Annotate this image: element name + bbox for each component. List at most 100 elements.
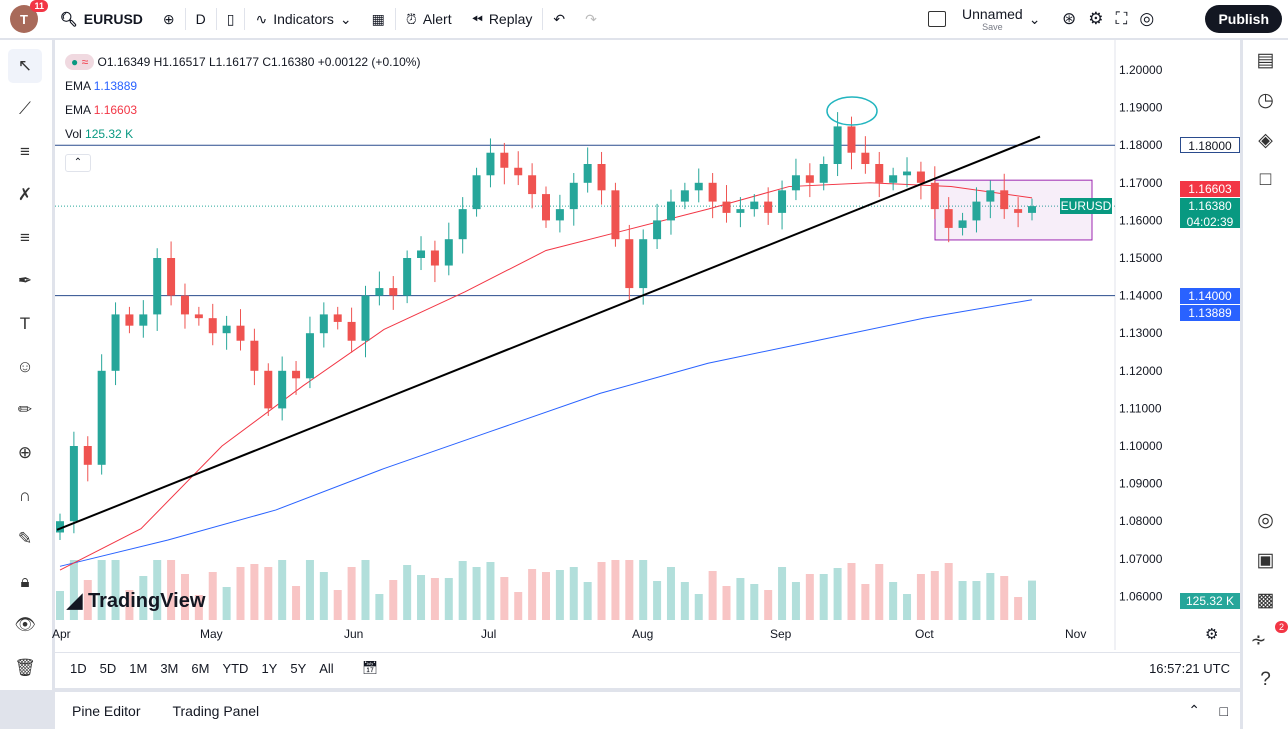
- calendar-icon[interactable]: ▣: [1256, 549, 1275, 571]
- cursor-tool[interactable]: ↖: [8, 49, 42, 83]
- volume-bar: [236, 567, 245, 620]
- ema-fast-value: 1.16603: [93, 103, 138, 117]
- maximize-icon[interactable]: □: [1219, 702, 1228, 719]
- camera-icon[interactable]: ◎: [1139, 9, 1155, 28]
- ruler-icon: ✏: [17, 400, 33, 419]
- time-tick: Oct: [915, 627, 934, 641]
- interval-button[interactable]: D: [195, 11, 206, 27]
- chat-icon[interactable]: □: [1259, 169, 1272, 190]
- trading-panel-tab[interactable]: Trading Panel: [172, 702, 260, 719]
- layout-button[interactable]: Unnamed Save ⌄: [918, 0, 1050, 38]
- chevron-up-icon[interactable]: ⌃: [1188, 702, 1200, 718]
- signal-icon[interactable]: ∻ 2: [1243, 620, 1288, 660]
- candle-body: [930, 182, 939, 210]
- time-tick: Sep: [770, 627, 792, 641]
- volume-bar: [167, 560, 176, 620]
- collapse-legend-button[interactable]: ⌃: [65, 154, 91, 172]
- volume-bar: [430, 578, 439, 620]
- fib-tool[interactable]: ≡: [8, 135, 42, 169]
- search-icon: 🔍︎: [60, 10, 78, 27]
- magnet-icon: ∩: [18, 486, 32, 505]
- alert-button[interactable]: ⏰︎ Alert: [405, 10, 452, 28]
- cursor-icon: ↖: [17, 56, 33, 75]
- volume-bar: [319, 572, 328, 620]
- settings-icon[interactable]: ⚙︎: [1088, 9, 1104, 28]
- help-icon[interactable]: ?: [1260, 669, 1271, 690]
- target-icon[interactable]: ◎: [1257, 509, 1274, 531]
- plus-circle-icon: ⊕: [162, 10, 175, 27]
- volume-bar: [819, 574, 828, 620]
- range-5y[interactable]: 5Y: [290, 660, 307, 676]
- forecast-icon: ≡: [20, 228, 30, 247]
- apps-grid-icon[interactable]: ▩: [1256, 589, 1275, 611]
- range-ytd[interactable]: YTD: [222, 660, 249, 676]
- delete-tool[interactable]: 🗑︎: [8, 651, 42, 685]
- chart-type-button[interactable]: ▯: [217, 0, 245, 38]
- candle-body: [361, 295, 370, 341]
- pine-editor-tab[interactable]: Pine Editor: [72, 702, 141, 719]
- range-3m[interactable]: 3M: [160, 660, 179, 676]
- volume-bar: [486, 562, 495, 620]
- fullscreen-icon[interactable]: ⛶: [1115, 9, 1128, 28]
- candle-body: [389, 288, 398, 296]
- pattern-tool[interactable]: ✗: [8, 178, 42, 212]
- measure-tool[interactable]: ✏: [8, 393, 42, 427]
- price-tick: 1.14000: [1119, 289, 1163, 303]
- volume-label: 125.32 K: [1180, 593, 1240, 609]
- forecast-tool[interactable]: ≡: [8, 221, 42, 255]
- volume-bar: [653, 581, 662, 620]
- range-1d[interactable]: 1D: [70, 660, 87, 676]
- zoom-tool[interactable]: ⊕: [8, 436, 42, 470]
- lock-drawing-tool[interactable]: ✎: [8, 522, 42, 556]
- chart-area[interactable]: 1.20000 1.19000 1.18000 1.17000 1.16000 1.150…: [52, 40, 1240, 688]
- range-6m[interactable]: 6M: [191, 660, 210, 676]
- candle-body: [736, 209, 745, 213]
- date-range-calendar-icon[interactable]: 📅︎: [361, 660, 379, 675]
- price-chart[interactable]: 1.20000 1.19000 1.18000 1.17000 1.16000 1.150…: [55, 40, 1240, 650]
- clock[interactable]: 16:57:21 UTC: [1149, 660, 1230, 676]
- range-1y[interactable]: 1Y: [261, 660, 278, 676]
- price-tick: 1.16000: [1119, 213, 1163, 227]
- candle-body: [69, 446, 78, 522]
- indicators-button[interactable]: ∿ Indicators ⌄: [255, 10, 352, 28]
- trendline-tool[interactable]: ⟋: [8, 92, 42, 126]
- layers-icon[interactable]: ◈: [1258, 129, 1273, 151]
- text-tool[interactable]: T: [8, 307, 42, 341]
- visibility-tool[interactable]: 👁︎: [8, 608, 42, 642]
- candle-body: [833, 126, 842, 164]
- redo-button[interactable]: ↷: [575, 0, 607, 38]
- time-tick: May: [200, 627, 223, 641]
- watchlist-icon[interactable]: ▤: [1256, 49, 1275, 71]
- brush-tool[interactable]: ✒: [8, 264, 42, 298]
- volume-bar: [417, 575, 426, 620]
- candle-body: [1014, 209, 1023, 213]
- chevron-down-icon: ⌄: [1028, 10, 1041, 27]
- range-1m[interactable]: 1M: [129, 660, 148, 676]
- candle-body: [528, 175, 537, 195]
- volume-bar: [694, 594, 703, 620]
- axis-settings-icon[interactable]: ⚙︎: [1205, 626, 1219, 643]
- templates-button[interactable]: ▦: [362, 0, 395, 38]
- volume-bar: [1014, 597, 1023, 620]
- alerts-clock-icon[interactable]: ◷: [1257, 89, 1274, 111]
- volume-bar: [333, 590, 342, 620]
- candle-body: [819, 164, 828, 183]
- ema-slow-line: [59, 299, 1033, 567]
- avatar[interactable]: T 11: [10, 0, 48, 33]
- range-5d[interactable]: 5D: [99, 660, 117, 676]
- range-all[interactable]: All: [319, 660, 334, 676]
- undo-button[interactable]: ↶: [543, 0, 575, 38]
- replay-button[interactable]: ⏪︎ Replay: [471, 10, 533, 28]
- magnet-tool[interactable]: ∩: [8, 479, 42, 513]
- publish-button[interactable]: Publish: [1205, 5, 1282, 33]
- candle-body: [333, 314, 342, 322]
- symbol-search[interactable]: 🔍︎ EURUSD: [60, 10, 143, 28]
- candle-body: [750, 201, 759, 210]
- compare-button[interactable]: ⊕: [153, 0, 185, 38]
- quick-search-icon[interactable]: ⊛: [1062, 9, 1077, 28]
- candle-body: [500, 152, 509, 168]
- candle-body: [430, 250, 439, 266]
- icon-tool[interactable]: ☺: [8, 350, 42, 384]
- lock-tool[interactable]: 🔒︎: [8, 565, 42, 599]
- candle-body: [194, 314, 203, 319]
